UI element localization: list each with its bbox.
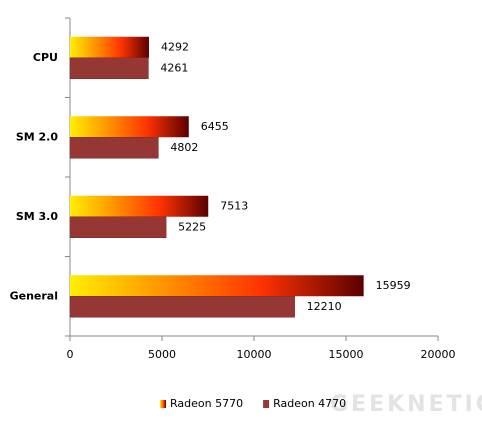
value-label: 4802 [170, 141, 198, 154]
legend-label: Radeon 4770 [273, 397, 346, 410]
x-tick-label: 5000 [148, 348, 176, 361]
value-label: 4292 [161, 40, 189, 53]
value-label-box [169, 219, 210, 235]
category-label: SM 2.0 [16, 130, 59, 143]
bar [70, 275, 364, 297]
legend-marker [160, 400, 166, 408]
bar [70, 36, 149, 58]
value-label-box [191, 119, 232, 135]
bar [69, 216, 167, 238]
x-tick-label: 10000 [237, 348, 272, 361]
value-label: 7513 [220, 199, 248, 212]
x-tick-label: 15000 [329, 348, 364, 361]
x-tick-label: 0 [67, 348, 74, 361]
bar [69, 296, 295, 318]
value-label-group: 4261 [151, 60, 192, 76]
value-label-group: 15959 [366, 278, 411, 294]
value-label-group: 12210 [297, 299, 342, 315]
category-label: CPU [33, 51, 58, 64]
value-label-box [297, 299, 338, 315]
bar [70, 116, 189, 138]
legend-marker [263, 400, 270, 408]
value-label: 5225 [178, 220, 206, 233]
category-label: SM 3.0 [16, 210, 59, 223]
value-label: 4261 [160, 61, 188, 74]
value-label: 6455 [201, 120, 229, 133]
value-label-group: 5225 [169, 219, 210, 235]
value-label-group: 4292 [151, 39, 192, 55]
bar [69, 57, 149, 79]
value-label-group: 6455 [191, 119, 232, 135]
legend-label: Radeon 5770 [170, 397, 243, 410]
value-label-group: 4802 [161, 140, 202, 156]
value-label: 12210 [307, 300, 342, 313]
value-label-box [161, 140, 202, 156]
category-label: General [10, 289, 58, 302]
value-label: 15959 [376, 279, 411, 292]
value-label-group: 7513 [211, 198, 252, 214]
value-label-box [366, 278, 407, 294]
watermark: GEEKNETIC [330, 392, 482, 417]
value-label-box [211, 198, 252, 214]
value-label-box [151, 39, 192, 55]
value-label-box [151, 60, 192, 76]
x-tick-label: 20000 [421, 348, 456, 361]
bar [69, 137, 159, 159]
bar [70, 195, 209, 217]
